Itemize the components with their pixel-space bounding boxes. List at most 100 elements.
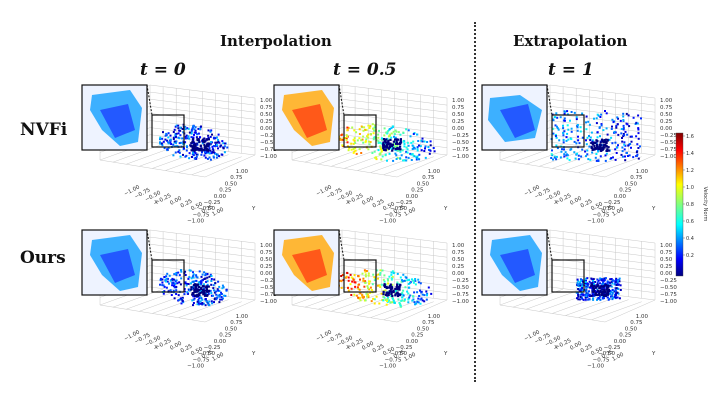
point bbox=[186, 127, 189, 130]
point bbox=[416, 155, 419, 158]
point bbox=[585, 283, 588, 285]
point bbox=[164, 138, 167, 141]
z-tick-label: 0.75 bbox=[660, 105, 673, 111]
point bbox=[371, 152, 374, 154]
point bbox=[380, 158, 383, 161]
point bbox=[587, 294, 590, 297]
point bbox=[193, 288, 196, 291]
point bbox=[556, 116, 559, 119]
point bbox=[385, 131, 388, 134]
point bbox=[206, 157, 209, 160]
point bbox=[580, 292, 583, 295]
point bbox=[177, 127, 180, 130]
point bbox=[418, 144, 420, 147]
point bbox=[195, 275, 198, 278]
point bbox=[618, 277, 621, 280]
y-tick-label: −1.00 bbox=[379, 364, 396, 370]
point bbox=[614, 158, 617, 161]
z-tick-label: 0.50 bbox=[660, 112, 673, 118]
point bbox=[174, 272, 177, 275]
point bbox=[579, 287, 582, 290]
point bbox=[385, 286, 388, 290]
point bbox=[198, 270, 201, 273]
point bbox=[591, 139, 594, 142]
point bbox=[420, 291, 423, 294]
point bbox=[581, 282, 584, 285]
point bbox=[369, 125, 372, 128]
point bbox=[190, 149, 193, 152]
point bbox=[383, 284, 386, 287]
point bbox=[175, 274, 178, 277]
point bbox=[383, 296, 386, 299]
point bbox=[562, 139, 565, 141]
point bbox=[630, 146, 632, 149]
y-tick-label: −0.50 bbox=[598, 206, 615, 212]
point bbox=[586, 292, 589, 295]
grid-line bbox=[341, 120, 448, 134]
y-tick-label: −0.75 bbox=[593, 357, 610, 363]
point bbox=[590, 145, 593, 148]
point bbox=[396, 294, 400, 298]
point bbox=[395, 142, 398, 145]
z-tick-label: 0.00 bbox=[260, 126, 273, 132]
point bbox=[195, 155, 198, 158]
point bbox=[407, 156, 410, 159]
point bbox=[599, 282, 601, 285]
point bbox=[408, 278, 411, 281]
point bbox=[180, 269, 182, 272]
point bbox=[210, 141, 213, 144]
point bbox=[365, 270, 368, 272]
point bbox=[197, 302, 200, 305]
point bbox=[203, 287, 205, 290]
point bbox=[216, 288, 219, 291]
point bbox=[353, 293, 356, 296]
point bbox=[205, 286, 209, 289]
point bbox=[394, 287, 397, 291]
point bbox=[563, 155, 566, 158]
point bbox=[395, 158, 398, 160]
point bbox=[175, 289, 178, 292]
point bbox=[555, 144, 558, 147]
point bbox=[594, 141, 597, 144]
point bbox=[387, 139, 390, 142]
point bbox=[162, 292, 165, 295]
point bbox=[585, 289, 588, 292]
point bbox=[387, 291, 390, 294]
point bbox=[553, 116, 556, 119]
zoom-connector bbox=[546, 84, 553, 116]
z-tick-label: 0.25 bbox=[260, 264, 273, 270]
point bbox=[627, 114, 630, 117]
point bbox=[385, 146, 388, 149]
point bbox=[420, 297, 423, 300]
point bbox=[188, 131, 191, 134]
point bbox=[597, 114, 600, 117]
point bbox=[588, 123, 591, 126]
point bbox=[563, 153, 566, 156]
point bbox=[196, 153, 199, 156]
point bbox=[185, 134, 188, 137]
point bbox=[161, 278, 164, 281]
point bbox=[551, 118, 554, 121]
point bbox=[373, 298, 376, 301]
point bbox=[369, 291, 372, 294]
point bbox=[172, 278, 175, 281]
point bbox=[170, 294, 173, 296]
point bbox=[414, 303, 416, 306]
point bbox=[635, 135, 638, 138]
point bbox=[387, 296, 389, 299]
point bbox=[611, 288, 614, 291]
point bbox=[175, 145, 178, 148]
point bbox=[412, 140, 415, 143]
point bbox=[346, 145, 349, 148]
point bbox=[198, 288, 201, 292]
point bbox=[209, 135, 212, 138]
point bbox=[595, 139, 598, 142]
point bbox=[581, 285, 584, 288]
y-tick-label: −0.50 bbox=[390, 351, 407, 357]
x-tick-label: 0.50 bbox=[590, 201, 604, 212]
point bbox=[178, 151, 181, 154]
z-tick-label: −1.00 bbox=[260, 154, 277, 160]
point bbox=[611, 125, 613, 128]
point bbox=[210, 275, 213, 277]
point bbox=[610, 285, 613, 288]
